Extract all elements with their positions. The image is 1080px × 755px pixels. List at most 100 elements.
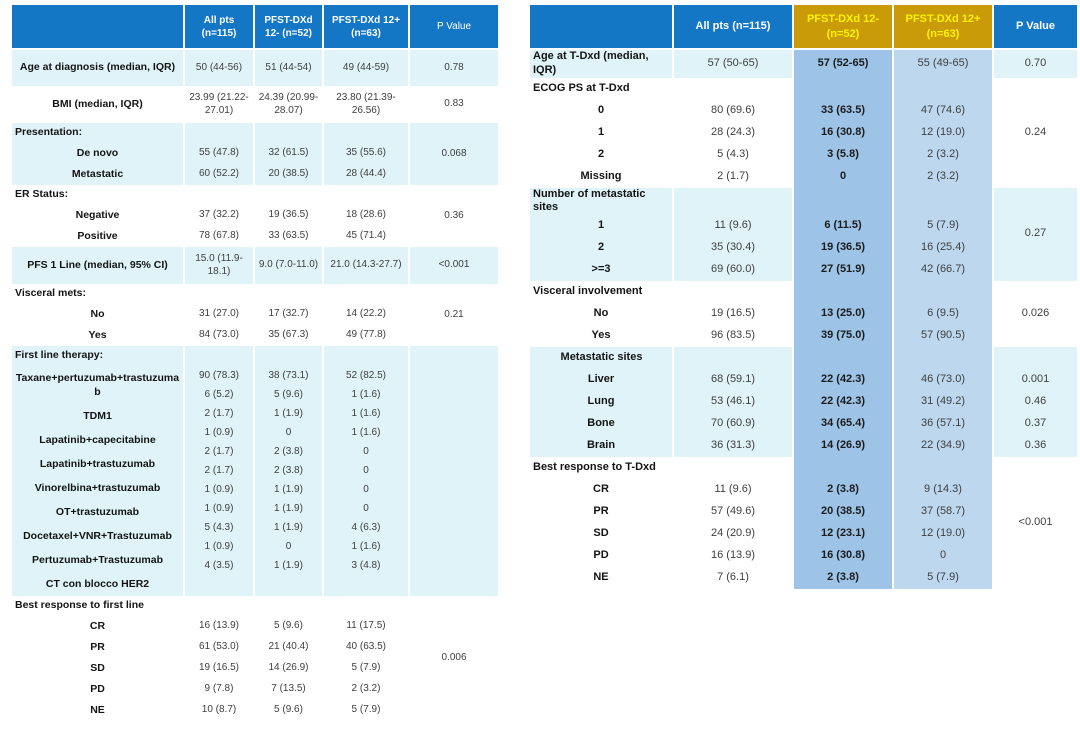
row-label: PFS 1 Line (median, 95% CI) [10,247,185,284]
value-cell: 36 (31.3) [672,435,794,457]
value: 2 (1.7) [204,446,234,457]
therapy-values-column: 38 (73.1) 5 (9.6) 1 (1.9) 0 2 (3.8) 2 (3.8) 1 … [253,366,324,596]
row-label: NE [10,700,185,721]
value-cell: 6 (11.5) [792,215,894,237]
pvalue-cell: <0.001 [992,457,1079,589]
value-cell: 23.99 (21.22-27.01) [183,86,255,123]
therapy-labels: Taxane+pertuzumab+trastuzumab TDM1 Lapatin… [10,366,185,596]
row-label: PR [10,637,185,658]
empty-cell [322,185,410,205]
value-cell: 96 (83.5) [672,325,794,347]
value-cell: 19 (36.5) [792,237,894,259]
value: 3 (4.8) [351,560,381,571]
section-header: Visceral mets: [10,284,185,304]
row-label: PD [528,545,674,567]
section-row: Best response to T-Dxd <0.001 [528,457,1079,589]
data-row: Bone 70 (60.9) 34 (65.4) 36 (57.1) 0.37 [528,413,1079,435]
data-row: Lung 53 (46.1) 22 (42.3) 31 (49.2) 0.46 [528,391,1079,413]
pvalue-cell: 0.24 [992,77,1079,188]
value-cell: 51 (44-54) [253,49,324,86]
value-cell: 31 (27.0) [183,304,255,325]
value-cell: 3 (5.8) [792,143,894,166]
value-cell: 35 (55.6) [322,143,410,164]
value-cell: 15.0 (11.9-18.1) [183,247,255,284]
row-label: Metastatic [10,164,185,185]
value-cell: 35 (67.3) [253,325,324,346]
value-cell: 5 (9.6) [253,700,324,721]
value: 0 [363,465,369,476]
therapy-values-column: 90 (78.3) 6 (5.2) 2 (1.7) 1 (0.9) 2 (1.7) 2 (… [183,366,255,596]
value-cell: 12 (19.0) [892,523,994,545]
data-row: PD 9 (7.8) 7 (13.5) 2 (3.2) [10,679,499,700]
table-head: All pts (n=115) PFST-DXd 12- (n=52) PFST-D… [528,5,1079,50]
value-cell: 14 (26.9) [253,658,324,679]
row-label: 1 [528,215,674,237]
empty-cell [183,123,255,143]
value-cell: 39 (75.0) [792,325,894,347]
empty-cell [892,347,994,369]
header-row: All pts (n=115) PFST-DXd 12- (n=52) PFST-D… [10,5,500,50]
section-row: Metastatic sites [528,347,1079,369]
data-row: >=3 69 (60.0) 27 (51.9) 42 (66.7) [528,259,1078,281]
empty-cell [892,187,994,215]
data-row: Brain 36 (31.3) 14 (26.9) 22 (34.9) 0.36 [528,435,1079,457]
row-label: 0 [528,99,674,122]
value: 1 (1.9) [274,503,303,514]
value: 1 (0.9) [204,484,234,495]
value-cell: 47 (74.6) [892,99,994,122]
therapy-label: TDM1 [83,410,112,422]
row-label: PD [10,679,185,700]
row-label: Positive [10,226,185,247]
pvalue-cell: 0.36 [992,435,1079,457]
row-label: CR [528,479,674,501]
value-cell: 20 (38.5) [253,164,324,185]
data-row: Metastatic 60 (52.2) 20 (38.5) 28 (44.4) [10,164,499,185]
value-cell: 9.0 (7.0-11.0) [253,247,324,284]
value: 2 (3.8) [274,465,303,476]
value-cell: 5 (7.9) [322,658,410,679]
empty-cell [183,346,255,366]
value: 6 (5.2) [204,389,234,400]
value: 0 [363,484,369,495]
value-cell: 13 (25.0) [792,303,894,325]
table-head: All pts (n=115) PFST-DXd 12- (n=52) PFST-D… [10,5,500,50]
value-cell: 2 (3.2) [892,165,994,188]
data-row: BMI (median, IQR) 23.99 (21.22-27.01) 24.3… [10,86,500,123]
empty-cell [183,596,255,616]
therapy-label: CT con blocco HER2 [45,578,150,590]
value-cell: 57 (90.5) [892,325,994,347]
value-cell: 20 (38.5) [792,501,894,523]
section-row: Visceral involvement 0.026 [528,281,1079,347]
section-row: ECOG PS at T-Dxd 0.24 [528,77,1079,188]
table-rt: All pts (n=115) PFST-DXd 12- (n=52) PFST-D… [528,5,1079,589]
value: 0 [363,503,369,514]
value-cell: 80 (69.6) [672,99,794,122]
data-row: Positive 78 (67.8) 33 (63.5) 45 (71.4) [10,226,499,247]
row-label: No [528,303,674,325]
data-row: No 31 (27.0) 17 (32.7) 14 (22.2) [10,304,499,325]
value-cell: 0 [892,545,994,567]
section-header: ECOG PS at T-Dxd [528,77,674,100]
pvalue-cell: 0.27 [992,187,1079,281]
value-cell: 57 (50-65) [672,49,794,78]
row-label: No [10,304,185,325]
value-cell: 69 (60.0) [672,259,794,281]
value: 2 (1.7) [204,408,234,419]
row-label: 2 [528,237,674,259]
value-cell: 57 (52-65) [792,49,894,78]
row-label: Age at T-Dxd (median, IQR) [528,49,674,78]
section-row: ER Status: 0.36 [10,185,500,247]
row-label: Yes [528,325,674,347]
table-body: Age at T-Dxd (median, IQR) 57 (50-65) 57 (… [528,49,1079,589]
empty-cell [253,185,324,205]
section-header: Best response to first line [10,596,185,616]
value: 0 [285,541,292,552]
data-row: Negative 37 (32.2) 19 (36.5) 18 (28.6) [10,205,499,226]
value-cell: 49 (44-59) [322,49,410,86]
section-row: Presentation: 0.068 [10,123,500,185]
value-cell: 5 (7.9) [892,215,994,237]
therapy-label: Vinorelbina+trastuzumab [34,482,161,494]
section-row: Best response to first line 0.006 [10,596,500,721]
therapy-values-column: 52 (82.5) 1 (1.6) 1 (1.6) 1 (1.6) 0 0 0 0 4 (6.3… [322,366,410,596]
pvalue-cell: 0.068 [408,123,500,185]
